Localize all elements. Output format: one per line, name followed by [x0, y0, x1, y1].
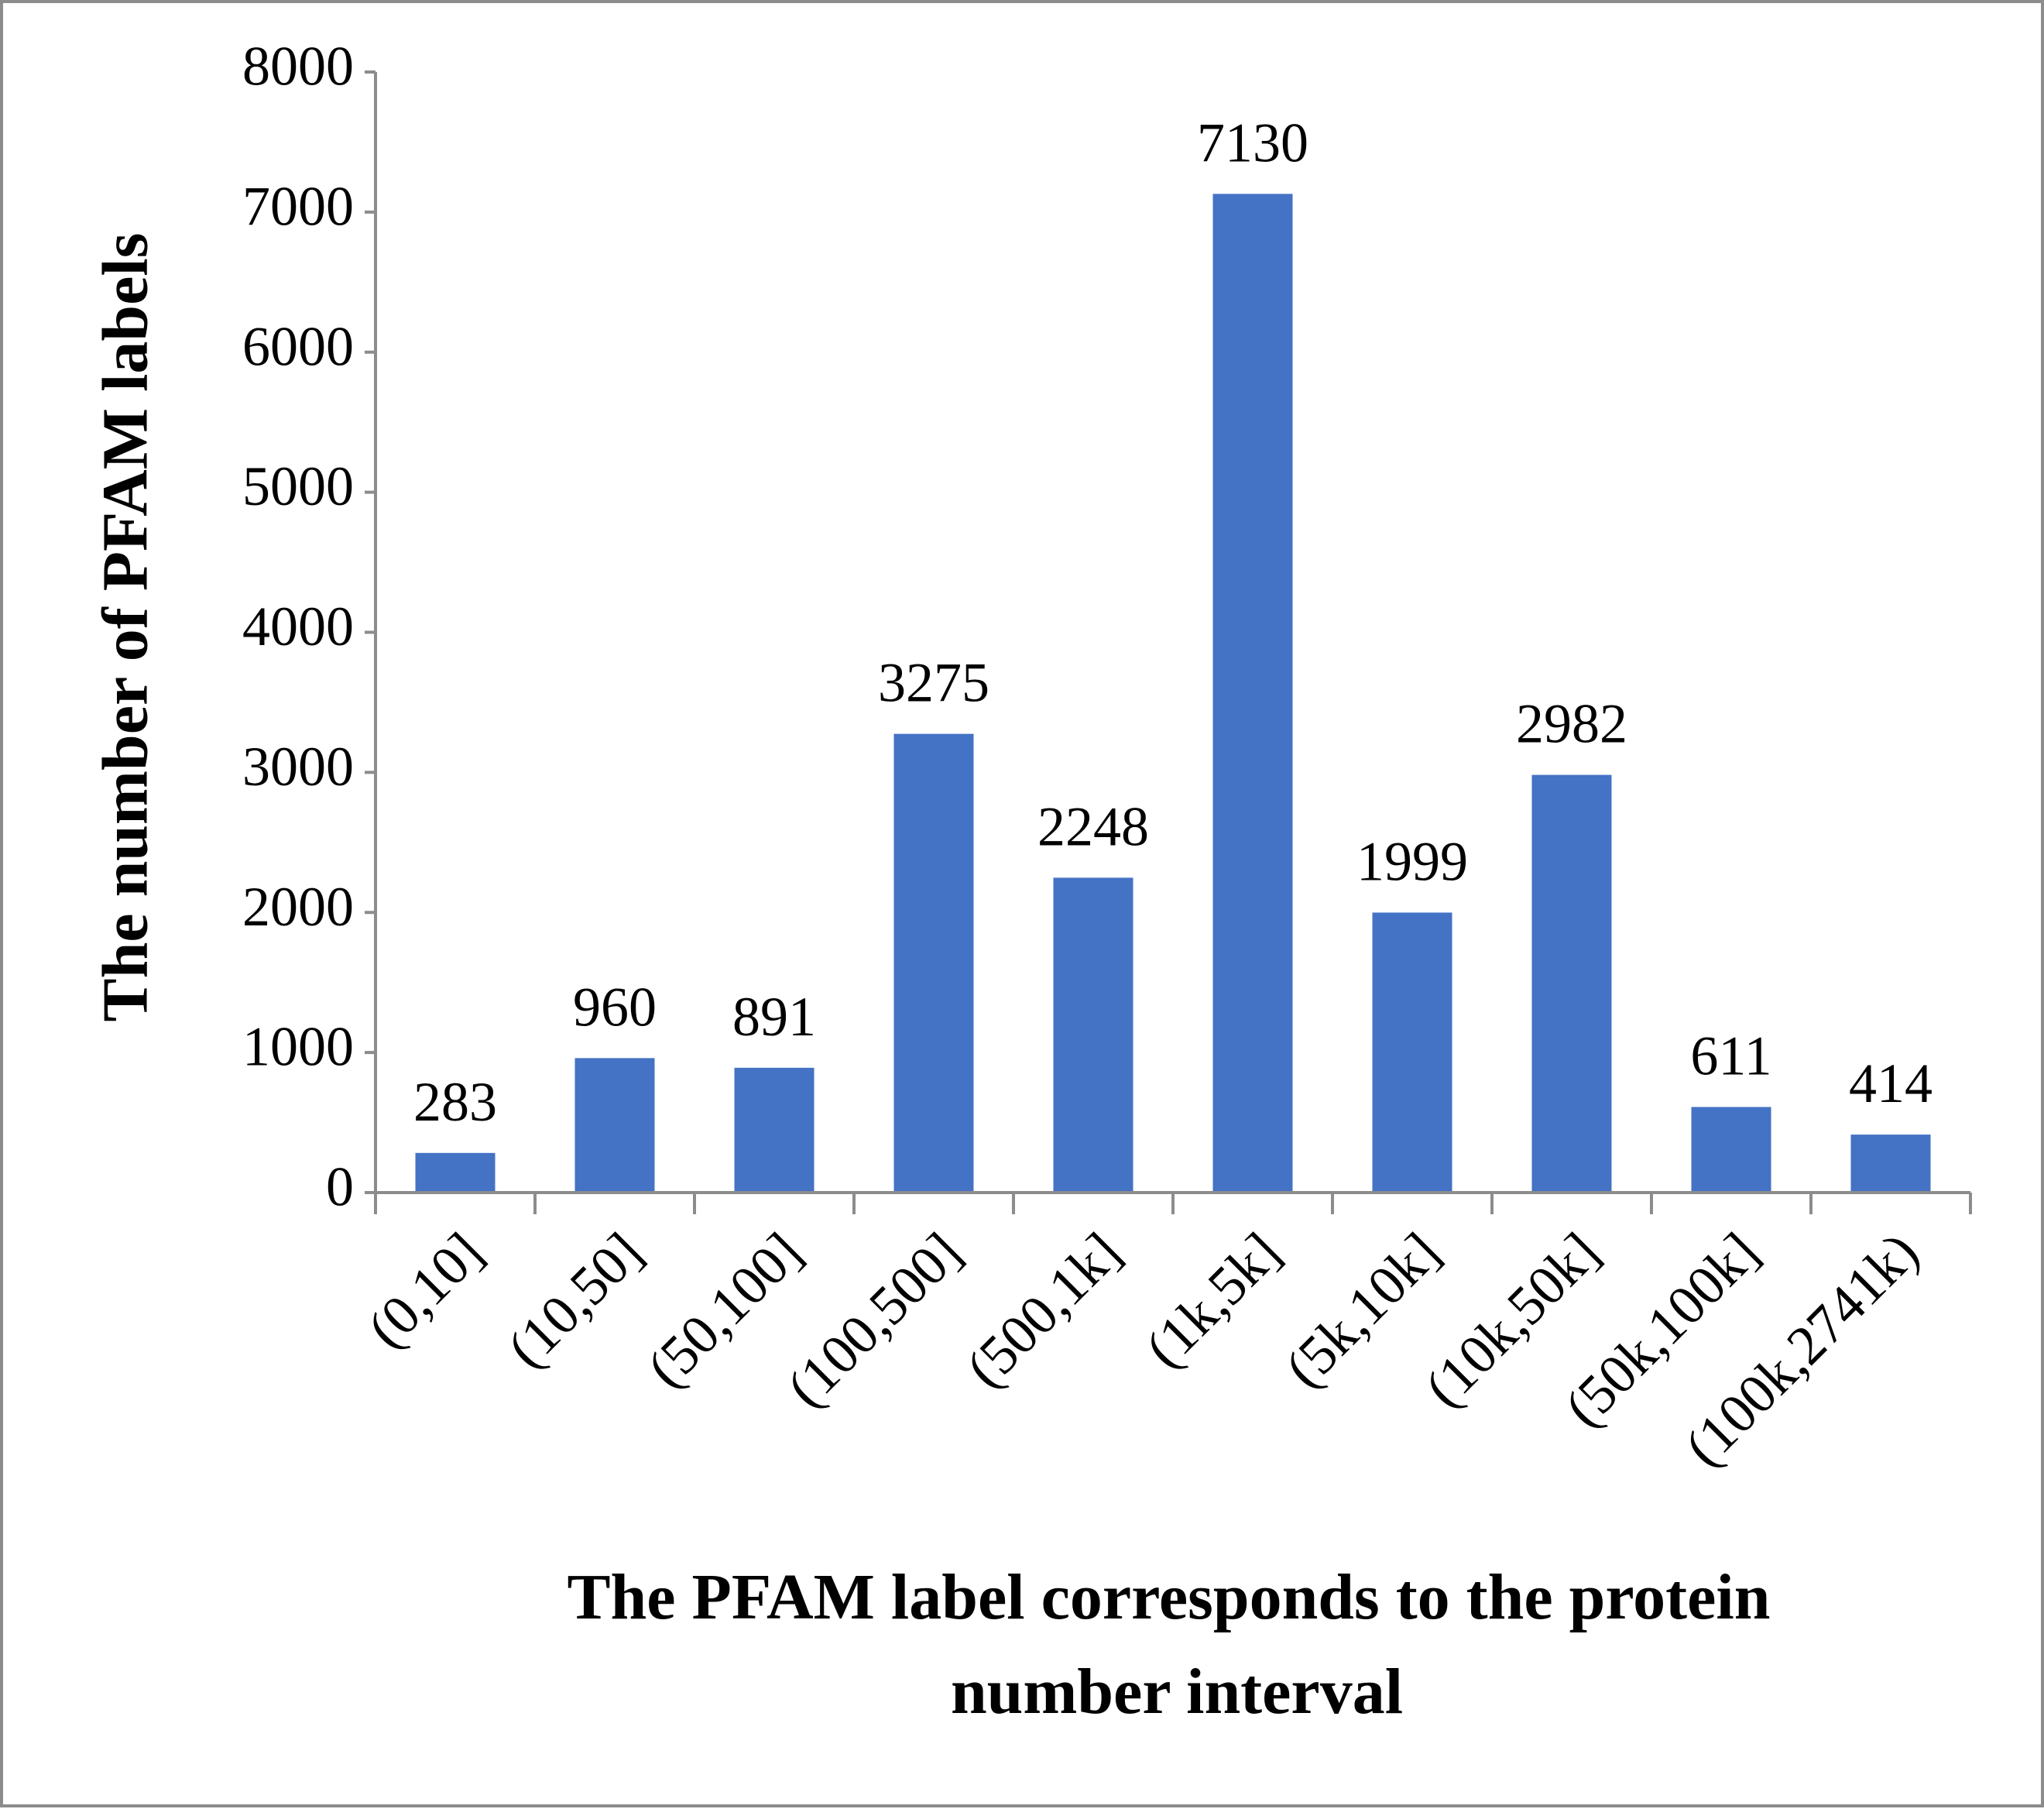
- x-axis-title: The PFAM label corresponds to the protei…: [568, 1561, 1787, 1728]
- bar-7: [1372, 912, 1452, 1193]
- x-axis-title-line-2: number interval: [951, 1656, 1403, 1728]
- y-tick-label: 3000: [242, 736, 354, 798]
- bars-group: 283 960 891 3275 2248 7130 1999 2982 611 414: [413, 112, 1933, 1193]
- data-label: 960: [573, 976, 657, 1038]
- bar-2: [574, 1058, 655, 1193]
- data-label: 2248: [1037, 795, 1149, 857]
- y-tick-label: 4000: [242, 596, 354, 657]
- y-tick-label: 7000: [242, 175, 354, 237]
- bar-6: [1212, 194, 1293, 1193]
- y-tick-label: 6000: [242, 315, 354, 377]
- data-label: 1999: [1356, 830, 1468, 892]
- data-label: 2982: [1516, 693, 1627, 755]
- data-label: 283: [413, 1071, 497, 1133]
- bar-4: [893, 733, 974, 1193]
- bar-5: [1053, 877, 1133, 1193]
- x-axis-title-line-1: The PFAM label corresponds to the protei…: [568, 1561, 1771, 1633]
- bar-9: [1691, 1107, 1771, 1193]
- bar-10: [1850, 1134, 1931, 1193]
- data-label: 414: [1849, 1052, 1933, 1114]
- y-tick-label: 2000: [242, 876, 354, 938]
- y-axis-title: The number of PFAM labels: [89, 233, 161, 1022]
- y-tick-label: 0: [326, 1156, 354, 1218]
- y-axis-ticks: 0 1000 2000 3000 4000 5000 6000 7000 8000: [242, 36, 376, 1218]
- y-tick-label: 1000: [242, 1016, 354, 1078]
- data-label: 611: [1690, 1025, 1771, 1086]
- y-tick-label: 5000: [242, 455, 354, 517]
- y-tick-label: 8000: [242, 36, 354, 98]
- data-label: 7130: [1197, 112, 1308, 173]
- data-label: 3275: [878, 652, 989, 714]
- bar-1: [415, 1152, 496, 1193]
- bar-8: [1531, 774, 1612, 1193]
- data-label: 891: [732, 986, 816, 1048]
- bar-3: [734, 1067, 815, 1193]
